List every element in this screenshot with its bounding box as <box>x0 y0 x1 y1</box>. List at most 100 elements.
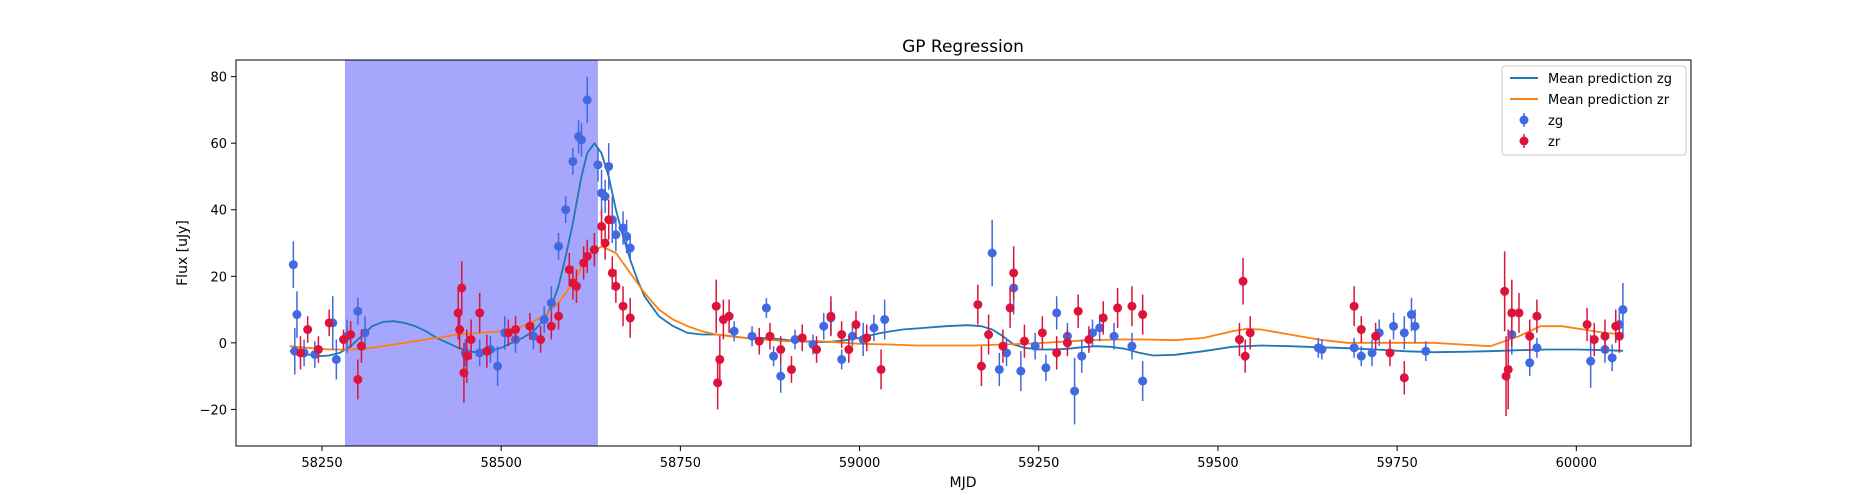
data-point <box>568 156 578 166</box>
legend-label: zr <box>1548 135 1561 150</box>
data-point <box>1088 328 1098 338</box>
data-point <box>1614 331 1624 341</box>
data-point <box>622 231 632 241</box>
data-point <box>1037 328 1047 338</box>
data-point <box>324 318 334 328</box>
y-tick-label: 40 <box>210 204 227 219</box>
data-point <box>288 260 298 270</box>
data-point <box>1127 301 1137 311</box>
data-point <box>331 354 341 364</box>
legend-label: zg <box>1548 114 1563 129</box>
data-point <box>579 258 589 268</box>
data-point <box>571 281 581 291</box>
x-tick-label: 58750 <box>660 456 701 471</box>
data-point <box>313 345 323 354</box>
y-tick-label: 60 <box>210 137 227 152</box>
data-point <box>786 364 796 374</box>
y-tick-label: 20 <box>210 270 227 285</box>
legend-entry: zg <box>1519 113 1563 129</box>
data-point <box>475 348 485 358</box>
errorbar-series-zr <box>296 199 1624 417</box>
data-point <box>1084 335 1094 345</box>
data-point <box>604 161 614 171</box>
data-point <box>346 330 356 340</box>
legend-marker-swatch <box>1519 136 1529 146</box>
data-point <box>847 331 857 341</box>
data-point <box>1238 276 1248 286</box>
data-point <box>1052 348 1062 358</box>
data-point <box>462 351 472 361</box>
data-point <box>625 243 635 253</box>
chart-title: GP Regression <box>902 37 1024 57</box>
data-point <box>625 313 635 323</box>
data-point <box>826 311 836 321</box>
legend-entry: zr <box>1519 134 1561 150</box>
data-point <box>564 265 574 275</box>
data-point <box>1245 328 1255 338</box>
data-point <box>776 345 786 354</box>
data-point <box>1399 328 1409 338</box>
data-point <box>1052 308 1062 318</box>
data-point <box>1070 386 1080 396</box>
x-axis-ticks: 58250 58500 58750 59000 59250 59500 59750 60000 <box>301 446 1597 471</box>
data-point <box>1077 351 1087 361</box>
data-point <box>819 321 829 331</box>
data-point <box>1240 351 1250 361</box>
y-tick-label: −20 <box>200 403 227 418</box>
data-point <box>724 311 734 321</box>
data-point <box>296 348 306 358</box>
data-point <box>1618 305 1628 315</box>
data-point <box>589 245 599 255</box>
plot-frame <box>235 59 1692 447</box>
data-point <box>528 331 538 341</box>
legend-entry: Mean prediction zg <box>1510 72 1672 87</box>
data-point <box>546 298 556 308</box>
data-point <box>1586 356 1596 366</box>
data-point <box>511 325 521 335</box>
data-point <box>360 328 370 338</box>
data-point <box>1109 331 1119 341</box>
data-point <box>1589 335 1599 345</box>
data-point <box>1138 310 1148 320</box>
data-point <box>769 351 779 361</box>
data-point <box>1582 320 1592 330</box>
data-point <box>1532 311 1542 321</box>
data-point <box>973 300 983 310</box>
data-point <box>869 323 879 333</box>
y-axis-ticks: −20 0 20 40 60 80 <box>200 71 236 418</box>
data-point <box>1127 341 1137 351</box>
data-point <box>1098 313 1108 323</box>
data-point <box>1317 345 1327 354</box>
data-point <box>292 310 302 320</box>
data-point <box>554 311 564 321</box>
x-tick-label: 58500 <box>481 456 522 471</box>
data-point <box>1611 321 1621 331</box>
data-point <box>482 346 492 356</box>
data-point <box>713 378 723 388</box>
data-point <box>876 364 886 374</box>
data-point <box>765 331 775 341</box>
x-tick-label: 58250 <box>301 456 342 471</box>
legend-entry: Mean prediction zr <box>1510 93 1670 108</box>
data-point <box>797 333 807 343</box>
data-point <box>1507 308 1517 318</box>
data-point <box>851 320 861 330</box>
data-point <box>1356 351 1366 361</box>
data-point <box>611 281 621 291</box>
data-point <box>998 341 1008 351</box>
highlight-region <box>344 60 598 446</box>
data-point <box>600 191 610 201</box>
data-point <box>593 160 603 170</box>
data-point <box>715 354 725 364</box>
data-point <box>503 328 513 338</box>
data-point <box>729 326 739 336</box>
data-point <box>455 325 465 335</box>
data-point <box>618 223 628 233</box>
data-point <box>1062 338 1072 348</box>
data-point <box>1525 358 1535 368</box>
legend-label: Mean prediction zr <box>1548 93 1670 108</box>
data-point <box>536 335 546 345</box>
data-point <box>1138 376 1148 386</box>
data-point <box>611 230 621 240</box>
data-point <box>475 308 485 318</box>
